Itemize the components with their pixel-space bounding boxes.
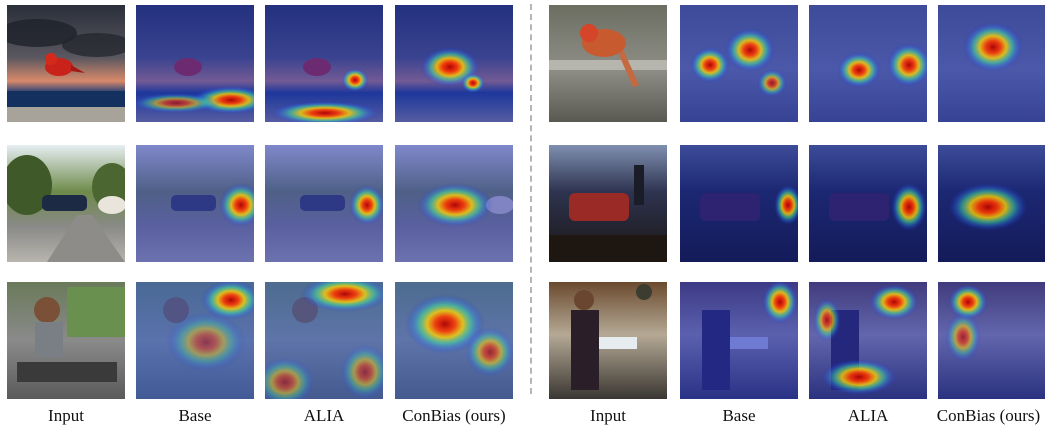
left-row2-conbias-heatmap — [395, 145, 513, 262]
label-left-alia: ALIA — [303, 406, 345, 425]
right-row2-alia-heatmap — [809, 145, 927, 262]
right-row2-conbias-heatmap — [938, 145, 1045, 262]
half-divider — [530, 4, 532, 394]
left-row1-alia-heatmap — [265, 5, 383, 122]
left-row3-conbias-heatmap — [395, 282, 513, 399]
right-row1-alia-heatmap — [809, 5, 927, 122]
right-row1-input-image — [549, 5, 667, 122]
left-row2-input-image — [7, 145, 125, 262]
left-row2-alia-heatmap — [265, 145, 383, 262]
label-right-input: Input — [590, 406, 626, 425]
label-left-input: Input — [48, 406, 84, 425]
right-row3-alia-heatmap — [809, 282, 927, 399]
left-row2-base-heatmap — [136, 145, 254, 262]
right-row3-conbias-heatmap — [938, 282, 1045, 399]
label-left-conbias: ConBias (ours) — [402, 406, 506, 425]
right-row1-conbias-heatmap — [938, 5, 1045, 122]
right-row1-base-heatmap — [680, 5, 798, 122]
label-right-conbias: ConBias (ours) — [936, 406, 1041, 425]
left-row3-alia-heatmap — [265, 282, 383, 399]
left-row1-base-heatmap — [136, 5, 254, 122]
label-left-base: Base — [178, 406, 212, 425]
label-right-base: Base — [722, 406, 756, 425]
left-row1-input-image — [7, 5, 125, 122]
right-row3-input-image — [549, 282, 667, 399]
left-row3-base-heatmap — [136, 282, 254, 399]
left-row1-conbias-heatmap — [395, 5, 513, 122]
label-right-alia: ALIA — [847, 406, 889, 425]
right-row2-input-image — [549, 145, 667, 262]
left-row3-input-image — [7, 282, 125, 399]
right-row3-base-heatmap — [680, 282, 798, 399]
right-row2-base-heatmap — [680, 145, 798, 262]
